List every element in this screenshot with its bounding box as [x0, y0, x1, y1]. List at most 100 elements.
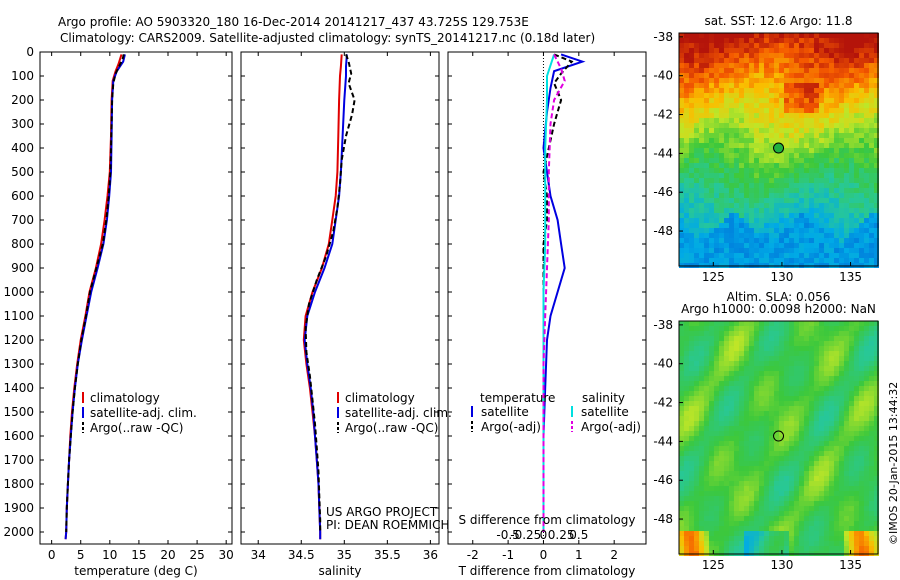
secondary-tick-label: 0 — [540, 528, 548, 542]
map-x-tick-label: 125 — [702, 558, 725, 572]
header-line-2: Climatology: CARS2009. Satellite-adjuste… — [60, 31, 596, 45]
plot-frame-2 — [447, 51, 647, 545]
y-tick-label: 400 — [11, 141, 34, 155]
y-tick-label: 1900 — [3, 501, 34, 515]
series-line — [304, 54, 356, 532]
annotation-text: US ARGO PROJECT — [326, 505, 438, 519]
header-line-1: Argo profile: AO 5903320_180 16-Dec-2014… — [58, 15, 529, 29]
x-tick-label: 1 — [575, 548, 583, 562]
y-tick-label: 900 — [11, 261, 34, 275]
series-line — [64, 54, 126, 540]
map-title: Argo h1000: 0.0098 h2000: NaN — [681, 302, 876, 316]
x-tick-label: 15 — [131, 548, 146, 562]
x-axis-label: temperature (deg C) — [74, 564, 197, 578]
plot-frame-1 — [240, 51, 440, 545]
legend-label: Argo(-adj) — [481, 420, 541, 434]
map-y-tick-label: -42 — [653, 396, 673, 410]
y-tick-label: 1700 — [3, 453, 34, 467]
x-axis-label: salinity — [318, 564, 361, 578]
map-y-tick-label: -46 — [653, 185, 673, 199]
x-tick-label: -1 — [502, 548, 514, 562]
map-frame-1 — [678, 320, 879, 555]
x-tick-label: 25 — [189, 548, 204, 562]
x-tick-label: 34.5 — [288, 548, 315, 562]
y-tick-label: 1200 — [3, 333, 34, 347]
y-tick-label: 1800 — [3, 477, 34, 491]
y-tick-label: 1400 — [3, 381, 34, 395]
x-tick-label: 5 — [77, 548, 85, 562]
x-tick-label: 2 — [610, 548, 618, 562]
secondary-tick-label: 0.5 — [569, 528, 588, 542]
map-y-tick-label: -38 — [653, 318, 673, 332]
watermark: ©IMOS 20-Jan-2015 13:44:32 — [887, 381, 900, 545]
map-frame-0 — [678, 32, 879, 267]
y-tick-label: 1000 — [3, 285, 34, 299]
y-tick-label: 2000 — [3, 525, 34, 539]
legend-label: satellite-adj. clim. — [90, 406, 197, 420]
sst-map-cells — [679, 33, 879, 268]
map-title: sat. SST: 12.6 Argo: 11.8 — [704, 14, 852, 28]
x-tick-label: 35.5 — [374, 548, 401, 562]
map-x-tick-label: 125 — [702, 270, 725, 284]
y-tick-label: 200 — [11, 93, 34, 107]
map-y-tick-label: -38 — [653, 30, 673, 44]
x-tick-label: 0 — [540, 548, 548, 562]
series-line — [64, 54, 123, 540]
x-tick-label: 20 — [160, 548, 175, 562]
x-tick-label: 0 — [48, 548, 56, 562]
y-tick-label: 1100 — [3, 309, 34, 323]
x-tick-label: 36 — [423, 548, 438, 562]
y-tick-label: 800 — [11, 237, 34, 251]
legend-label: Argo(..raw -QC) — [345, 421, 438, 435]
legend-label: satellite-adj. clim. — [345, 406, 452, 420]
legend-group-title: temperature — [480, 391, 555, 405]
series-line — [542, 53, 586, 532]
plot-frame-0 — [39, 51, 233, 545]
legend-label: satellite — [481, 405, 529, 419]
secondary-tick-label: 0.25 — [548, 528, 575, 542]
x-tick-label: 35 — [337, 548, 352, 562]
x-tick-label: 34 — [251, 548, 266, 562]
x-tick-label: 10 — [102, 548, 117, 562]
argo-location-marker — [773, 142, 785, 154]
argo-location-marker — [773, 430, 785, 442]
y-tick-label: 600 — [11, 189, 34, 203]
secondary-tick-label: -0.25 — [510, 528, 541, 542]
series-line — [542, 53, 566, 532]
secondary-tick-label: -0.5 — [496, 528, 519, 542]
y-tick-label: 1300 — [3, 357, 34, 371]
map-y-tick-label: -48 — [653, 512, 673, 526]
sla-map-cells — [679, 321, 879, 556]
map-y-tick-label: -42 — [653, 108, 673, 122]
map-y-tick-label: -40 — [653, 357, 673, 371]
legend-label: Argo(-adj) — [581, 420, 641, 434]
legend-label: climatology — [90, 391, 160, 405]
map-y-tick-label: -40 — [653, 69, 673, 83]
map-y-tick-label: -48 — [653, 224, 673, 238]
map-title: Altim. SLA: 0.056 — [727, 290, 831, 304]
legend-label: satellite — [581, 405, 629, 419]
y-tick-label: 1600 — [3, 429, 34, 443]
map-x-tick-label: 135 — [839, 558, 862, 572]
map-x-tick-label: 130 — [770, 270, 793, 284]
y-tick-label: 0 — [26, 45, 34, 59]
annotation-text: PI: DEAN ROEMMICH — [326, 518, 449, 532]
map-y-tick-label: -44 — [653, 434, 673, 448]
y-tick-label: 500 — [11, 165, 34, 179]
secondary-axis-title: S difference from climatology — [459, 513, 636, 527]
map-x-tick-label: 130 — [770, 558, 793, 572]
legend-label: climatology — [345, 391, 415, 405]
x-tick-label: -2 — [467, 548, 479, 562]
series-line — [542, 53, 574, 532]
series-line — [65, 54, 125, 533]
y-tick-label: 700 — [11, 213, 34, 227]
series-line — [302, 54, 343, 540]
x-axis-label: T difference from climatology — [458, 564, 636, 578]
map-x-tick-label: 135 — [839, 270, 862, 284]
y-tick-label: 100 — [11, 69, 34, 83]
y-tick-label: 1500 — [3, 405, 34, 419]
map-y-tick-label: -44 — [653, 146, 673, 160]
map-y-tick-label: -46 — [653, 473, 673, 487]
y-tick-label: 300 — [11, 117, 34, 131]
